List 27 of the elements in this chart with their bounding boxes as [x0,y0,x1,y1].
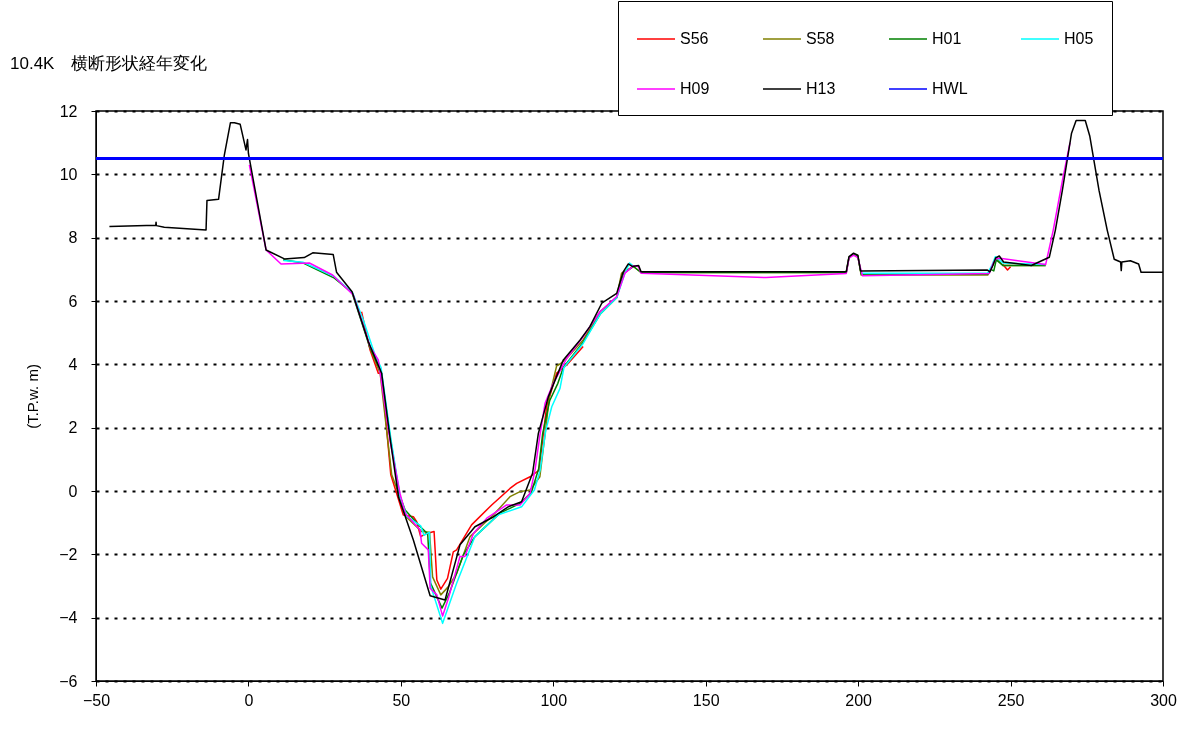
y-tick-label: 10 [59,165,78,183]
x-tick-label: 250 [997,691,1025,709]
x-tick-label: 100 [540,691,568,709]
legend-label: S56 [680,30,709,47]
y-axis-title: (T.P.w. m) [23,364,41,429]
legend-label: H01 [932,30,962,47]
y-tick-label: 12 [59,102,78,120]
chart-title: 10.4K 横断形状経年変化 [10,53,208,73]
x-tick-label: 0 [244,691,254,709]
x-tick-label: 200 [845,691,873,709]
y-tick-label: 0 [68,482,78,500]
y-tick-label: 2 [68,419,78,437]
x-tick-label: −50 [82,691,111,709]
x-tick-label: 300 [1150,691,1177,709]
legend-label: HWL [932,80,968,97]
legend-label: H09 [680,80,710,97]
x-tick-label: 50 [392,691,411,709]
y-tick-label: −2 [59,545,78,563]
legend-label: H05 [1064,30,1094,47]
y-tick-label: 4 [68,355,78,373]
y-tick-label: 6 [68,292,78,310]
x-tick-label: 150 [692,691,720,709]
y-tick-label: 8 [68,229,78,247]
legend-label: H13 [806,80,836,97]
y-tick-label: −6 [59,672,78,690]
legend-label: S58 [806,30,835,47]
y-tick-label: −4 [59,609,78,627]
